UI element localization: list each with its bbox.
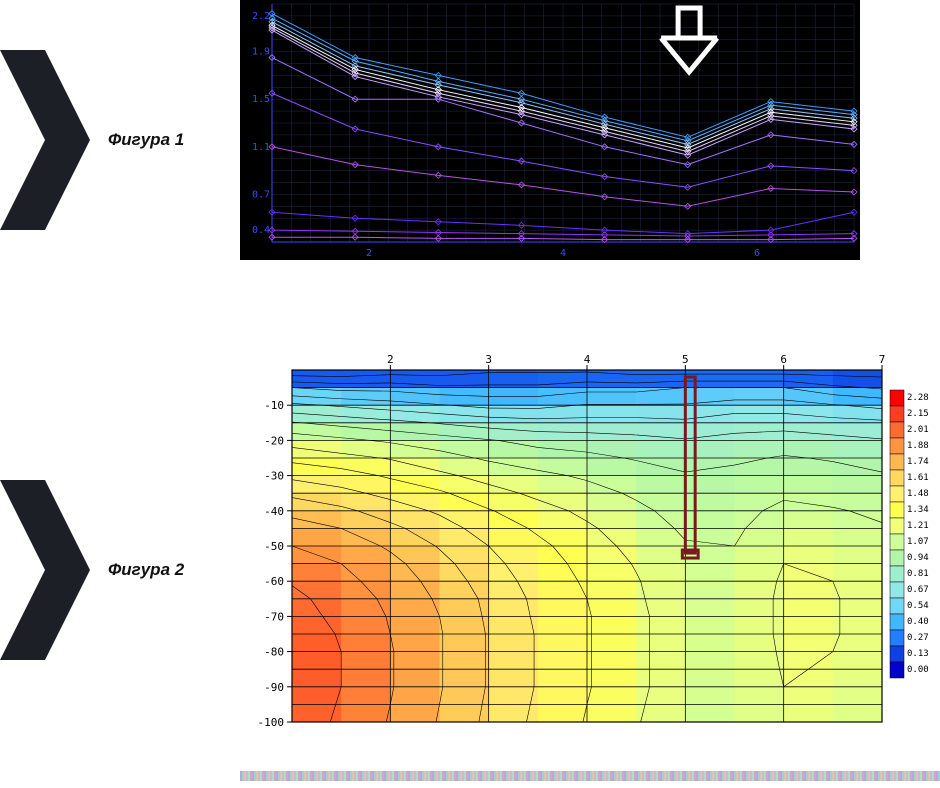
svg-text:0.27: 0.27 xyxy=(907,633,929,643)
svg-text:-10: -10 xyxy=(264,399,284,412)
svg-text:1.74: 1.74 xyxy=(907,457,929,467)
svg-text:0.67: 0.67 xyxy=(907,585,929,595)
svg-text:-100: -100 xyxy=(258,716,285,729)
svg-text:1.5: 1.5 xyxy=(252,94,270,105)
svg-text:-80: -80 xyxy=(264,646,284,659)
svg-text:1.07: 1.07 xyxy=(907,537,929,547)
svg-text:0.4: 0.4 xyxy=(252,225,270,236)
svg-text:2.01: 2.01 xyxy=(907,425,929,435)
svg-text:6: 6 xyxy=(780,353,787,366)
svg-text:2: 2 xyxy=(366,248,372,259)
svg-text:2.2: 2.2 xyxy=(252,11,270,22)
figure2-heatmap: 2 3 4 5 6 7 -10 -20 -30 -40 -50 -60 -70 -80 -90 -100 2.2… xyxy=(240,350,940,730)
svg-text:0.13: 0.13 xyxy=(907,649,929,659)
svg-text:-30: -30 xyxy=(264,470,284,483)
figure1-label: Фигура 1 xyxy=(108,130,184,150)
svg-text:0.7: 0.7 xyxy=(252,189,270,200)
svg-text:6: 6 xyxy=(754,248,760,259)
svg-text:2.15: 2.15 xyxy=(907,409,929,419)
figure2-label-block: Фигура 2 xyxy=(0,480,230,660)
svg-text:1.61: 1.61 xyxy=(907,473,929,483)
svg-text:5: 5 xyxy=(682,353,689,366)
svg-text:-60: -60 xyxy=(264,575,284,588)
svg-text:0.00: 0.00 xyxy=(907,665,929,675)
svg-text:4: 4 xyxy=(584,353,591,366)
svg-text:0.40: 0.40 xyxy=(907,617,929,627)
svg-text:7: 7 xyxy=(879,353,886,366)
svg-text:3: 3 xyxy=(485,353,492,366)
svg-text:1.9: 1.9 xyxy=(252,47,270,58)
svg-text:-50: -50 xyxy=(264,540,284,553)
svg-text:1.21: 1.21 xyxy=(907,521,929,531)
chevron-icon xyxy=(0,50,90,230)
svg-text:1.34: 1.34 xyxy=(907,505,929,515)
svg-text:-90: -90 xyxy=(264,681,284,694)
noise-bar xyxy=(240,768,940,778)
chevron-icon xyxy=(0,480,90,660)
svg-text:0.81: 0.81 xyxy=(907,569,929,579)
figure1-line-chart: 0.4 0.7 1.1 1.5 1.9 2.2 2 4 6 xyxy=(240,0,860,260)
figure1-label-block: Фигура 1 xyxy=(0,50,230,230)
svg-text:2.28: 2.28 xyxy=(907,393,929,403)
svg-text:4: 4 xyxy=(560,248,566,259)
svg-text:-20: -20 xyxy=(264,434,284,447)
svg-text:1.88: 1.88 xyxy=(907,441,929,451)
svg-text:0.54: 0.54 xyxy=(907,601,929,611)
svg-text:0.94: 0.94 xyxy=(907,553,929,563)
svg-text:-40: -40 xyxy=(264,505,284,518)
svg-text:1.48: 1.48 xyxy=(907,489,929,499)
svg-text:-70: -70 xyxy=(264,610,284,623)
svg-text:1.1: 1.1 xyxy=(252,142,270,153)
figure2-label: Фигура 2 xyxy=(108,560,184,580)
svg-text:2: 2 xyxy=(387,353,394,366)
